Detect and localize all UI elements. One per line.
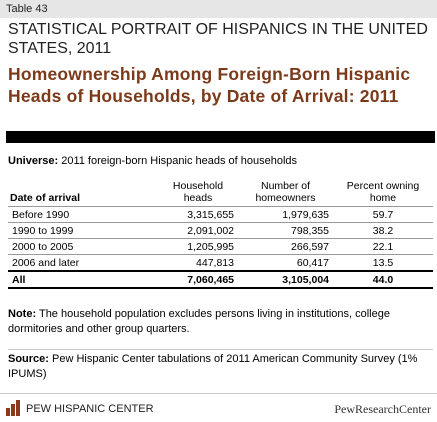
source-text: Pew Hispanic Center tabulations of 2011 …	[8, 353, 418, 380]
cell: 44.0	[333, 270, 433, 289]
cell: All	[8, 270, 158, 289]
universe-label: Universe:	[8, 155, 59, 167]
table-body: Before 1990 3,315,655 1,979,635 59.7 1990 to…	[8, 206, 433, 272]
note-label: Note:	[8, 308, 37, 320]
title: STATISTICAL PORTRAIT OF HISPANICS IN THE…	[8, 21, 428, 57]
cell: 7,060,465	[158, 270, 238, 289]
cell: 798,355	[238, 222, 333, 239]
header-row: Date of arrival Household heads Number o…	[8, 180, 433, 207]
cell: 2000 to 2005	[8, 238, 158, 255]
cell: 1,205,995	[158, 238, 238, 255]
cell: 3,105,004	[238, 270, 333, 289]
footer: PEW HISPANIC CENTER PewResearchCenter	[0, 393, 437, 422]
table-row: 1990 to 1999 2,091,002 798,355 38.2	[8, 222, 433, 239]
note: Note: The household population excludes …	[8, 307, 433, 337]
subtitle: Homeownership Among Foreign-Born Hispani…	[8, 64, 411, 106]
table-label: Table 43	[0, 0, 437, 18]
cell: 59.7	[333, 206, 433, 223]
cell: 1990 to 1999	[8, 222, 158, 239]
column-header: Number of homeowners	[238, 180, 333, 207]
cell: 13.5	[333, 254, 433, 272]
cell: Before 1990	[8, 206, 158, 223]
cell: 1,979,635	[238, 206, 333, 223]
table-row: Before 1990 3,315,655 1,979,635 59.7	[8, 206, 433, 223]
cell: 38.2	[333, 222, 433, 239]
column-header: Household heads	[158, 180, 238, 207]
universe-text: 2011 foreign-born Hispanic heads of hous…	[61, 155, 298, 167]
data-table: Date of arrival Household heads Number o…	[8, 180, 433, 289]
cell: 2006 and later	[8, 254, 158, 272]
footer-left: PEW HISPANIC CENTER	[26, 403, 154, 415]
universe: Universe: 2011 foreign-born Hispanic hea…	[8, 155, 297, 167]
cell: 2,091,002	[158, 222, 238, 239]
total-row: All 7,060,465 3,105,004 44.0	[8, 270, 433, 289]
column-header: Percent owning home	[333, 180, 433, 207]
cell: 447,813	[158, 254, 238, 272]
source: Source: Pew Hispanic Center tabulations …	[8, 349, 433, 382]
logo	[6, 400, 20, 416]
cell: 22.1	[333, 238, 433, 255]
column-header: Date of arrival	[8, 180, 158, 207]
table-row: 2006 and later 447,813 60,417 13.5	[8, 254, 433, 272]
cell: 3,315,655	[158, 206, 238, 223]
source-label: Source:	[8, 353, 49, 365]
footer-right: PewResearchCenter	[334, 402, 431, 416]
cell: 60,417	[238, 254, 333, 272]
table-row: 2000 to 2005 1,205,995 266,597 22.1	[8, 238, 433, 255]
note-text: The household population excludes person…	[8, 308, 390, 335]
divider-bar	[6, 131, 435, 143]
cell: 266,597	[238, 238, 333, 255]
